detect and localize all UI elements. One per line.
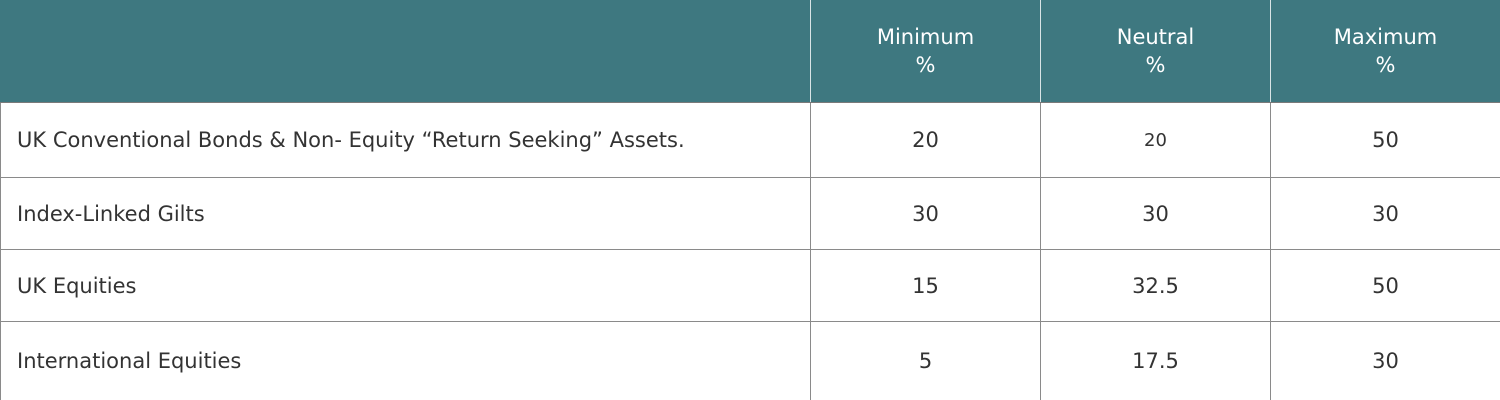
header-cell: [0, 0, 811, 103]
value-cell: 30: [1270, 177, 1500, 250]
value-cell: 50: [1270, 102, 1500, 178]
row-label: UK Equities: [0, 249, 811, 322]
table-row: International Equities 5 17.5 30: [0, 321, 1500, 400]
value-cell: 5: [810, 321, 1041, 400]
column-unit: %: [915, 53, 936, 77]
column-title: Maximum: [1333, 25, 1438, 49]
header-cell: Neutral%: [1040, 0, 1271, 103]
row-label: Index-Linked Gilts: [0, 177, 811, 250]
value-cell: 17.5: [1040, 321, 1271, 400]
row-label: UK Conventional Bonds & Non- Equity “Ret…: [0, 102, 811, 178]
row-label: International Equities: [0, 321, 811, 400]
header-cell: Minimum%: [810, 0, 1041, 103]
table-row: UK Conventional Bonds & Non- Equity “Ret…: [0, 102, 1500, 178]
column-unit: %: [1145, 53, 1166, 77]
column-title: Neutral: [1116, 25, 1195, 49]
value-cell: 30: [810, 177, 1041, 250]
column-unit: %: [1375, 53, 1396, 77]
header-cell: Maximum%: [1270, 0, 1500, 103]
header-row: Minimum% Neutral% Maximum%: [0, 0, 1500, 103]
value-cell: 30: [1040, 177, 1271, 250]
value-cell: 32.5: [1040, 249, 1271, 322]
value-cell: 20: [810, 102, 1041, 178]
value-cell: 30: [1270, 321, 1500, 400]
value-cell: 50: [1270, 249, 1500, 322]
table-row: Index-Linked Gilts 30 30 30: [0, 177, 1500, 250]
value-cell: 20: [1040, 102, 1271, 178]
column-title: Minimum: [876, 25, 975, 49]
table-row: UK Equities 15 32.5 50: [0, 249, 1500, 322]
value-cell: 15: [810, 249, 1041, 322]
